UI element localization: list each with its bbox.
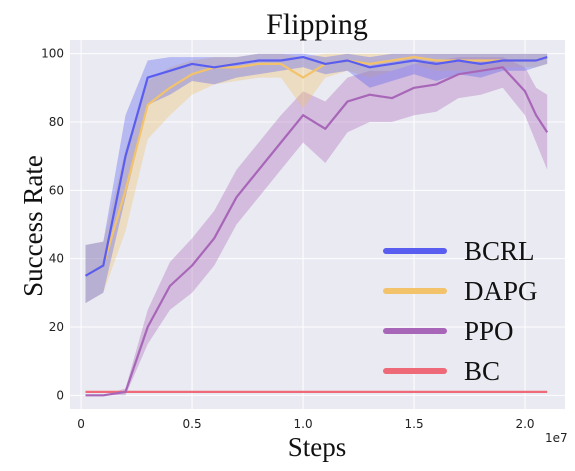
x-tick-label: 1.0 xyxy=(294,417,313,431)
legend-label-ppo: PPO xyxy=(464,316,514,346)
x-axis-label: Steps xyxy=(288,432,347,462)
x-tick-label: 1.5 xyxy=(405,417,424,431)
ppo-line xyxy=(85,66,549,397)
y-tick-label: 60 xyxy=(49,183,64,197)
confidence-bands xyxy=(85,53,548,396)
y-ticks: 0 20 40 60 80 100 xyxy=(41,47,64,403)
x-tick-label: 0 xyxy=(77,417,85,431)
series-lines xyxy=(84,55,549,397)
x-axis-offset-label: 1e7 xyxy=(545,431,568,445)
bcrl-line xyxy=(84,55,548,277)
y-tick-label: 100 xyxy=(41,47,64,61)
legend-label-bcrl: BCRL xyxy=(464,236,535,266)
x-ticks: 0 0.5 1.0 1.5 2.0 xyxy=(77,417,534,431)
y-tick-label: 20 xyxy=(49,320,64,334)
y-tick-label: 80 xyxy=(49,115,64,129)
y-axis-label: Success Rate xyxy=(18,155,48,297)
x-tick-label: 0.5 xyxy=(183,417,202,431)
grid xyxy=(70,40,565,409)
y-tick-label: 40 xyxy=(49,252,64,266)
x-tick-label: 2.0 xyxy=(515,417,534,431)
ppo-band xyxy=(85,57,548,396)
legend: BCRL DAPG PPO BC xyxy=(383,236,538,386)
y-tick-label: 0 xyxy=(56,388,64,402)
legend-label-dapg: DAPG xyxy=(464,276,538,306)
legend-label-bc: BC xyxy=(464,356,500,386)
chart-title: Flipping xyxy=(266,8,368,41)
